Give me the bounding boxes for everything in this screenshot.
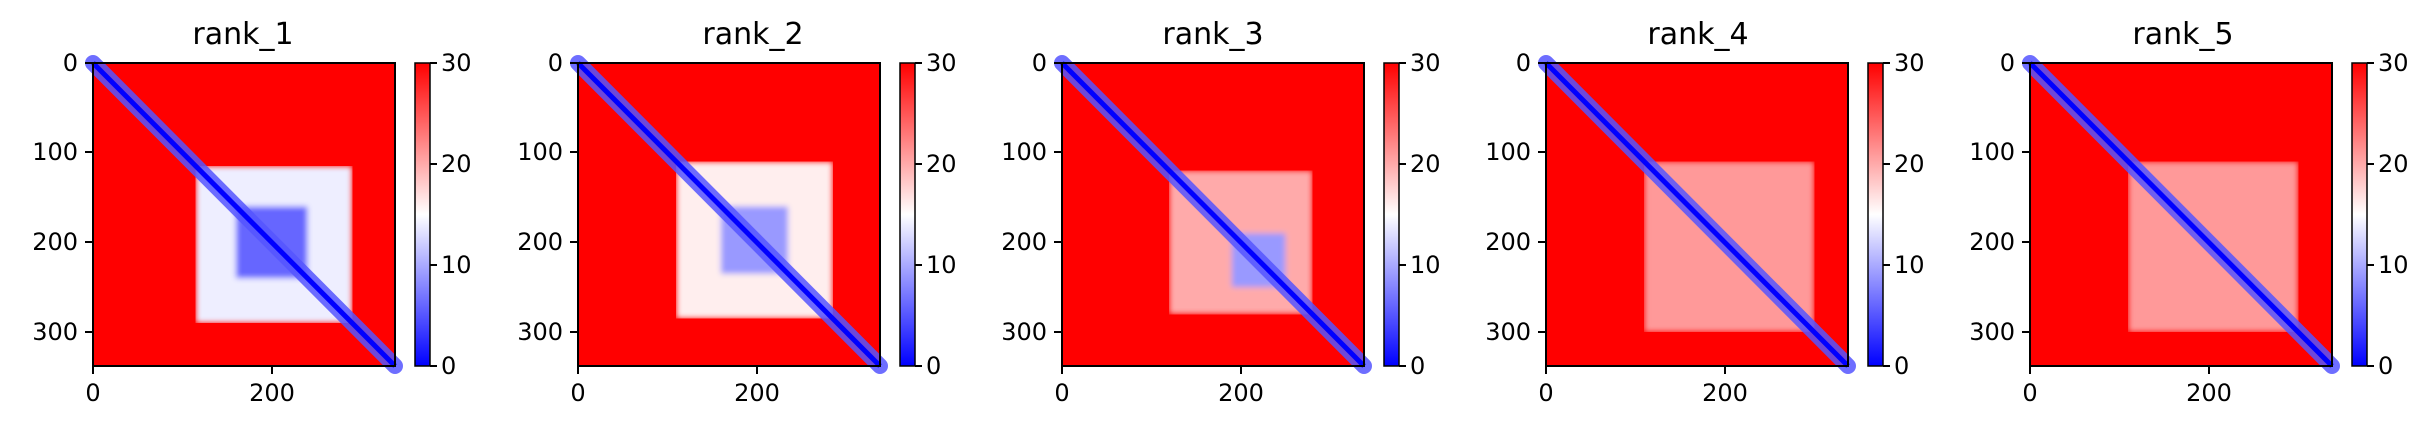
heatmap xyxy=(570,55,888,374)
y-axis: 0 100 200 300 xyxy=(1969,49,2030,346)
y-axis: 0 100 200 300 xyxy=(1001,49,1062,346)
panel-rank-4: rank_4 0 200 0 100 200 300 0 10 20 xyxy=(1485,17,1924,407)
x-axis: 0 200 xyxy=(1054,366,1264,407)
y-tick-label: 100 xyxy=(1001,138,1047,166)
y-tick-label: 300 xyxy=(1485,318,1531,346)
colorbar-gradient xyxy=(899,62,916,367)
panel-rank-2: rank_2 0 200 0 100 200 300 0 10 20 xyxy=(517,17,956,407)
heatmap xyxy=(1538,55,1856,374)
x-axis: 0 200 xyxy=(2022,366,2232,407)
x-tick-label: 0 xyxy=(85,379,100,407)
colorbar-tick-label: 10 xyxy=(1410,251,1441,279)
heatmap-frame xyxy=(1061,62,1365,367)
y-axis: 0 100 200 300 xyxy=(32,49,93,346)
panel-title: rank_2 xyxy=(702,17,803,52)
y-axis: 0 100 200 300 xyxy=(1485,49,1546,346)
y-tick-label: 0 xyxy=(1032,49,1047,77)
colorbar: 0 10 20 30 xyxy=(1867,49,1925,380)
y-tick-label: 0 xyxy=(63,49,78,77)
colorbar-tick-label: 30 xyxy=(441,49,472,77)
heatmap-diagonal xyxy=(576,61,882,368)
heatmap-diagonal xyxy=(91,61,397,368)
colorbar-gradient xyxy=(1383,62,1400,367)
y-tick-label: 100 xyxy=(1969,138,2015,166)
colorbar-tick-label: 0 xyxy=(2378,352,2393,380)
heatmap-diagonal xyxy=(1544,61,1850,368)
panel-title: rank_3 xyxy=(1162,17,1263,52)
x-tick-label: 200 xyxy=(734,379,780,407)
heatmap xyxy=(85,55,403,374)
colorbar: 0 10 20 30 xyxy=(899,49,957,380)
colorbar-tick-label: 30 xyxy=(2378,49,2409,77)
panel-title: rank_1 xyxy=(192,17,293,52)
heatmap-frame xyxy=(1545,62,1849,367)
colorbar-tick-label: 0 xyxy=(1894,352,1909,380)
y-tick-label: 300 xyxy=(32,318,78,346)
x-tick-label: 0 xyxy=(2022,379,2037,407)
y-tick-label: 200 xyxy=(1485,228,1531,256)
y-tick-label: 100 xyxy=(1485,138,1531,166)
colorbar-tick-label: 20 xyxy=(1894,150,1925,178)
x-tick-label: 200 xyxy=(249,379,295,407)
heatmap-frame xyxy=(2029,62,2333,367)
heatmap-frame xyxy=(92,62,396,367)
panel-rank-5: rank_5 0 200 0 100 200 300 0 10 20 xyxy=(1969,17,2408,407)
colorbar-tick-label: 30 xyxy=(1894,49,1925,77)
y-tick-label: 100 xyxy=(517,138,563,166)
colorbar-gradient xyxy=(1867,62,1884,367)
colorbar-tick-label: 20 xyxy=(441,150,472,178)
panel-rank-3: rank_3 0 200 0 100 200 300 0 10 20 xyxy=(1001,17,1440,407)
heatmap-diagonal xyxy=(2028,61,2334,368)
y-tick-label: 300 xyxy=(1001,318,1047,346)
colorbar-tick-label: 10 xyxy=(926,251,957,279)
panel-title: rank_4 xyxy=(1647,17,1748,52)
colorbar: 0 10 20 30 xyxy=(2351,49,2409,380)
x-axis: 0 200 xyxy=(1538,366,1748,407)
y-tick-label: 0 xyxy=(548,49,563,77)
colorbar-tick-label: 0 xyxy=(441,352,456,380)
colorbar-tick-label: 0 xyxy=(926,352,941,380)
heatmap xyxy=(2022,55,2340,374)
y-tick-label: 300 xyxy=(1969,318,2015,346)
y-axis: 0 100 200 300 xyxy=(517,49,578,346)
colorbar-tick-label: 30 xyxy=(926,49,957,77)
colorbar-gradient xyxy=(2351,62,2368,367)
x-tick-label: 200 xyxy=(1702,379,1748,407)
y-tick-label: 300 xyxy=(517,318,563,346)
colorbar-tick-label: 20 xyxy=(926,150,957,178)
heatmap-diagonal xyxy=(1060,61,1366,368)
y-tick-label: 100 xyxy=(32,138,78,166)
colorbar-tick-label: 10 xyxy=(441,251,472,279)
panel-title: rank_5 xyxy=(2132,17,2233,52)
x-axis: 0 200 xyxy=(570,366,780,407)
colorbar-tick-label: 20 xyxy=(1410,150,1441,178)
x-tick-label: 200 xyxy=(2186,379,2232,407)
colorbar: 0 10 20 30 xyxy=(1383,49,1441,380)
colorbar: 0 10 20 30 xyxy=(414,49,472,380)
colorbar-tick-label: 10 xyxy=(1894,251,1925,279)
y-tick-label: 200 xyxy=(517,228,563,256)
x-tick-label: 0 xyxy=(1538,379,1553,407)
colorbar-tick-label: 30 xyxy=(1410,49,1441,77)
x-tick-label: 200 xyxy=(1218,379,1264,407)
heatmap xyxy=(1054,55,1372,374)
panel-rank-1: rank_1 0 200 0 100 200 300 0 10 20 xyxy=(32,17,471,407)
colorbar-tick-label: 0 xyxy=(1410,352,1425,380)
y-tick-label: 200 xyxy=(1969,228,2015,256)
y-tick-label: 0 xyxy=(2000,49,2015,77)
heatmap-frame xyxy=(577,62,881,367)
colorbar-tick-label: 10 xyxy=(2378,251,2409,279)
y-tick-label: 0 xyxy=(1516,49,1531,77)
x-tick-label: 0 xyxy=(1054,379,1069,407)
colorbar-gradient xyxy=(414,62,431,367)
x-axis: 0 200 xyxy=(85,366,295,407)
x-tick-label: 0 xyxy=(570,379,585,407)
y-tick-label: 200 xyxy=(1001,228,1047,256)
colorbar-tick-label: 20 xyxy=(2378,150,2409,178)
y-tick-label: 200 xyxy=(32,228,78,256)
